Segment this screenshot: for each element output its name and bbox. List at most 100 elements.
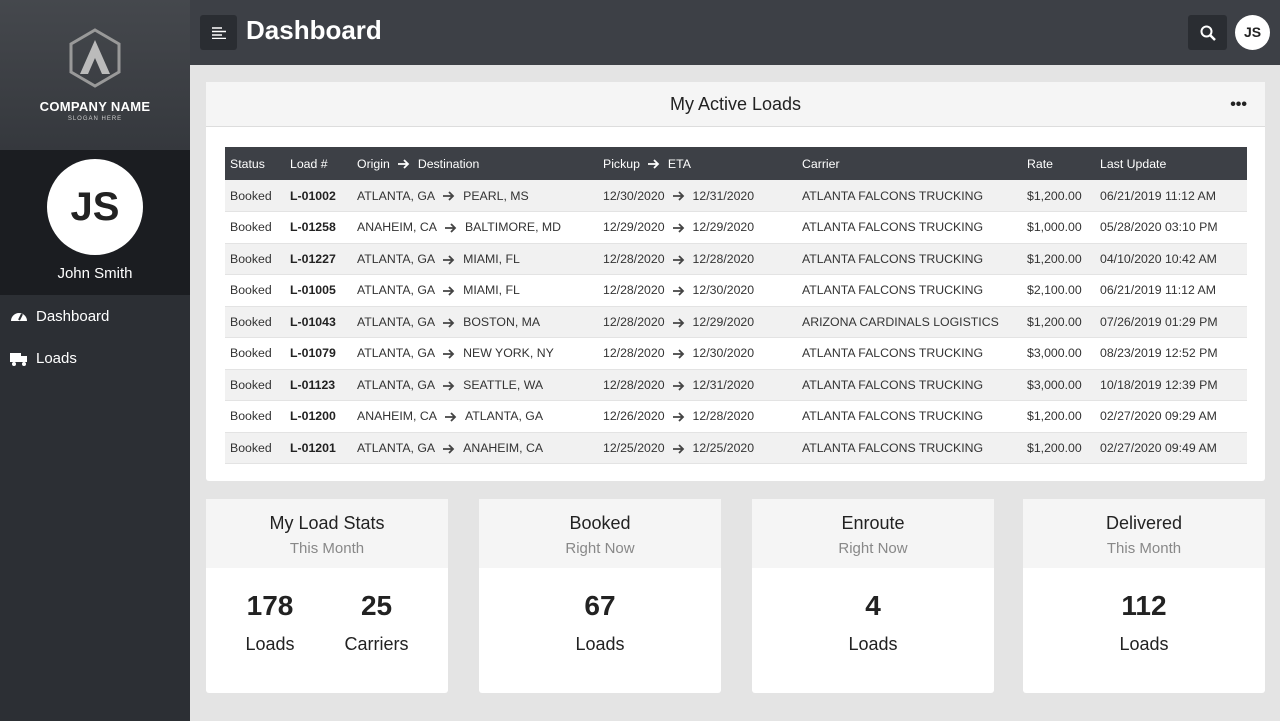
stat-value: 67 (584, 590, 616, 621)
nav-loads[interactable]: Loads (0, 337, 190, 379)
cell-carrier: ATLANTA FALCONS TRUCKING (797, 243, 1022, 275)
more-button[interactable]: ••• (1230, 96, 1247, 113)
stat-card: Delivered This Month 112 Loads (1023, 499, 1265, 693)
text: BALTIMORE, MD (464, 220, 562, 235)
table-row[interactable]: Booked L-01002 ATLANTA, GA PEARL, MS 12/30/2… (225, 180, 1247, 212)
stat-card: Enroute Right Now 4 Loads (752, 499, 994, 693)
table-body: Booked L-01002 ATLANTA, GA PEARL, MS 12/30/2… (225, 180, 1247, 464)
nav-label: Loads (36, 349, 77, 367)
text: Destination (417, 156, 480, 171)
text: 12/28/2020 (603, 377, 665, 392)
table-row[interactable]: Booked L-01043 ATLANTA, GA BOSTON, MA 12/28/… (225, 306, 1247, 338)
cell-rate: $1,200.00 (1022, 243, 1095, 275)
cell-route: ATLANTA, GA BOSTON, MA (352, 306, 598, 338)
text: 12/31/2020 (692, 188, 755, 203)
text: ATLANTA, GA (357, 188, 436, 203)
text: NEW YORK, NY (463, 346, 554, 361)
arrow-icon (672, 286, 684, 296)
arrow-icon (672, 412, 684, 422)
stat-value: 112 (1121, 590, 1167, 621)
stat-title: Booked (569, 513, 631, 533)
text: SEATTLE, WA (463, 377, 544, 392)
text: 12/28/2020 (692, 251, 755, 266)
icon (11, 313, 27, 321)
column-header: Origin Destination (352, 147, 598, 180)
stat-subtitle: Right Now (838, 540, 908, 557)
table-row[interactable]: Booked L-01201 ATLANTA, GA ANAHEIM, CA 12/25… (225, 432, 1247, 464)
table-row[interactable]: Booked L-01005 ATLANTA, GA MIAMI, FL 12/28/2… (225, 274, 1247, 307)
arrow-icon (672, 380, 684, 391)
arrow-icon (647, 159, 660, 169)
text: ATLANTA, GA (357, 346, 436, 361)
cell-updated: 02/27/2020 09:49 AM (1095, 432, 1247, 464)
stat-header: My Load Stats This Month (206, 499, 448, 568)
cell-updated: 10/18/2019 12:39 PM (1095, 369, 1247, 401)
cell-status: Booked (225, 180, 285, 212)
table-row[interactable]: Booked L-01227 ATLANTA, GA MIAMI, FL 12/28/2… (225, 243, 1247, 275)
stat-value: 4 (865, 590, 881, 621)
card-header: My Active Loads ••• (206, 82, 1265, 127)
cell-route: ATLANTA, GA ANAHEIM, CA (352, 432, 598, 464)
cell-route: ANAHEIM, CA BALTIMORE, MD (352, 211, 598, 244)
cell-dates: 12/28/2020 12/29/2020 (598, 306, 797, 338)
icon (10, 353, 27, 366)
text: 12/28/2020 (603, 251, 665, 266)
cell-dates: 12/28/2020 12/30/2020 (598, 274, 797, 307)
cell-dates: 12/28/2020 12/28/2020 (598, 243, 797, 275)
slogan: SLOGAN HERE (67, 116, 123, 122)
stat-card: Booked Right Now 67 Loads (479, 499, 721, 693)
stat-label: Loads (1119, 634, 1169, 654)
cell-load: L-01123 (285, 369, 352, 401)
text: ANAHEIM, CA (357, 220, 437, 235)
stat-item: 67 Loads (575, 590, 624, 655)
arrow-icon (397, 159, 410, 169)
cell-carrier: ATLANTA FALCONS TRUCKING (797, 369, 1022, 401)
stat-subtitle: Right Now (565, 540, 635, 557)
nav-dashboard[interactable]: Dashboard (0, 295, 190, 337)
cell-status: Booked (225, 369, 285, 401)
table-row[interactable]: Booked L-01079 ATLANTA, GA NEW YORK, NY 12/2… (225, 337, 1247, 370)
nav-label: Dashboard (36, 307, 110, 325)
text: 12/28/2020 (603, 346, 665, 361)
stat-value: 25 (360, 590, 393, 621)
stat-item: 25 Carriers (345, 590, 409, 655)
cell-load: L-01201 (285, 432, 352, 464)
icon (1200, 25, 1216, 41)
stat-title: Delivered (1105, 513, 1183, 533)
header-row: Status Load # Origin Destination Pickup ETA Ca… (225, 147, 1247, 180)
cell-load: L-01200 (285, 400, 352, 433)
text: 12/28/2020 (603, 314, 665, 329)
text: ATLANTA, GA (357, 440, 436, 455)
column-header: Carrier (797, 147, 1022, 180)
stat-title: My Load Stats (269, 513, 385, 533)
cell-load: L-01079 (285, 337, 352, 370)
cell-carrier: ATLANTA FALCONS TRUCKING (797, 337, 1022, 370)
table-row[interactable]: Booked L-01123 ATLANTA, GA SEATTLE, WA 12/28… (225, 369, 1247, 401)
column-header: Rate (1022, 147, 1095, 180)
cell-route: ATLANTA, GA MIAMI, FL (352, 243, 598, 275)
stat-label: Loads (245, 634, 295, 654)
cell-rate: $1,200.00 (1022, 306, 1095, 338)
column-header: Status (225, 147, 285, 180)
avatar[interactable]: JS (1235, 15, 1270, 50)
table-row[interactable]: Booked L-01258 ANAHEIM, CA BALTIMORE, MD 12/… (225, 211, 1247, 244)
user-avatar: JS (47, 159, 143, 255)
stat-body: 112 Loads (1023, 568, 1265, 655)
cell-load: L-01002 (285, 180, 352, 212)
cell-rate: $3,000.00 (1022, 337, 1095, 370)
cell-carrier: ARIZONA CARDINALS LOGISTICS (797, 306, 1022, 338)
cell-route: ATLANTA, GA MIAMI, FL (352, 274, 598, 307)
loads-table: Status Load # Origin Destination Pickup ETA Ca… (225, 147, 1247, 464)
arrow-icon (443, 191, 455, 201)
page-title: Dashboard (246, 15, 382, 45)
menu-button[interactable] (200, 15, 237, 50)
text: 12/30/2020 (692, 283, 755, 298)
cell-updated: 07/26/2019 01:29 PM (1095, 306, 1247, 338)
table-row[interactable]: Booked L-01200 ANAHEIM, CA ATLANTA, GA 12/26… (225, 400, 1247, 433)
cell-load: L-01043 (285, 306, 352, 338)
text: ANAHEIM, CA (463, 440, 544, 455)
cell-route: ATLANTA, GA SEATTLE, WA (352, 369, 598, 401)
search-button[interactable] (1188, 15, 1227, 50)
text: 12/28/2020 (692, 409, 755, 424)
